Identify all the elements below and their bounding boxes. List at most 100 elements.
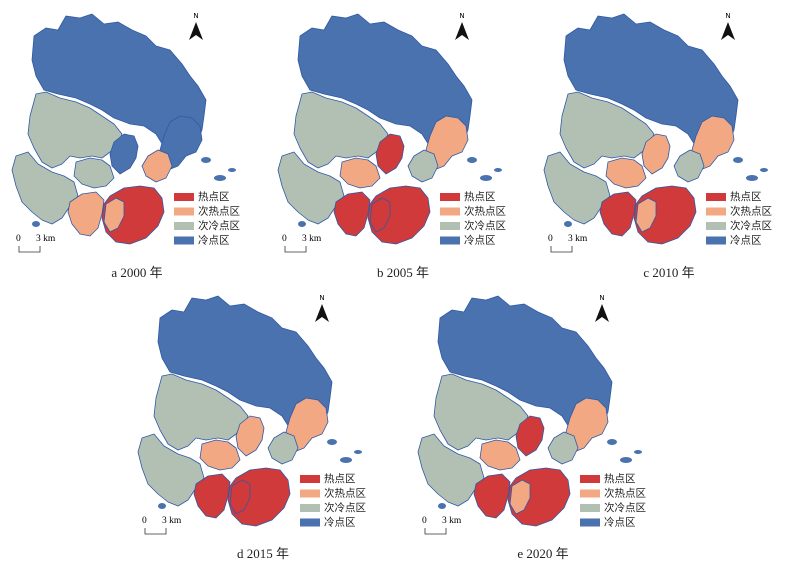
- islet-2: [494, 168, 502, 172]
- legend-label-1: 次热点区: [730, 205, 772, 218]
- legend-swatch-1: [580, 489, 600, 498]
- map-panel-2000: N 0 3 km 热点区 次热点区 次冷点区 冷点区: [6, 6, 268, 284]
- legend-label-1: 次热点区: [198, 205, 240, 218]
- district-centre: [199, 439, 241, 471]
- district-island-west: [509, 479, 531, 515]
- scale-end: 3 km: [568, 234, 588, 244]
- caption-2005: b 2005 年: [376, 265, 429, 280]
- legend-label-3: 冷点区: [730, 234, 762, 247]
- legend-swatch-3: [300, 518, 320, 527]
- islet-0: [201, 157, 211, 163]
- district-nw: [433, 373, 529, 451]
- islet-2: [228, 168, 236, 172]
- district-sw: [137, 433, 205, 507]
- islet-1: [620, 457, 632, 463]
- legend-swatch-0: [706, 193, 726, 201]
- scale-bar: 0 3 km: [142, 516, 182, 535]
- scale-end: 3 km: [442, 516, 462, 526]
- islet-2: [354, 450, 362, 454]
- islet-3: [438, 503, 446, 509]
- district-south: [333, 191, 371, 237]
- legend-label-1: 次热点区: [604, 487, 646, 500]
- legend-swatch-3: [706, 236, 726, 245]
- scale-start: 0: [16, 234, 21, 244]
- map-panel-2010: N 0 3 km 热点区 次热点区 次冷点区 冷点区: [538, 6, 800, 284]
- north-arrow-icon: N: [189, 12, 203, 40]
- caption-2000: a 2000 年: [111, 265, 163, 280]
- caption-2015: d 2015 年: [236, 546, 289, 561]
- scale-end: 3 km: [36, 234, 56, 244]
- district-south: [67, 191, 105, 237]
- legend-label-0: 热点区: [604, 472, 636, 485]
- district-sw: [543, 151, 611, 225]
- district-south: [599, 191, 637, 237]
- legend-label-3: 冷点区: [604, 516, 636, 529]
- scale-bar-line: [144, 528, 167, 535]
- north-arrow-shape: [721, 22, 735, 40]
- north-label: N: [193, 12, 198, 20]
- north-label: N: [319, 294, 324, 302]
- legend-label-3: 冷点区: [198, 234, 230, 247]
- north-arrow-shape: [315, 304, 329, 322]
- legend-swatch-1: [706, 207, 726, 216]
- legend-swatch-2: [706, 222, 726, 230]
- legend-label-2: 次冷点区: [464, 219, 506, 232]
- scale-bar: 0 3 km: [422, 516, 462, 535]
- district-bay: [515, 415, 545, 457]
- district-island-west: [635, 197, 657, 233]
- legend-label-0: 热点区: [324, 472, 356, 485]
- legend-swatch-2: [580, 504, 600, 512]
- legend-swatch-1: [174, 207, 194, 216]
- legend-swatch-3: [580, 518, 600, 527]
- district-east: [159, 115, 203, 171]
- legend-label-1: 次热点区: [324, 487, 366, 500]
- district-bay: [641, 133, 671, 175]
- north-arrow-icon: N: [595, 294, 609, 322]
- district-island-west: [369, 197, 391, 233]
- legend-swatch-1: [300, 489, 320, 498]
- district-centre: [339, 157, 381, 189]
- legend-swatch-1: [440, 207, 460, 216]
- legend-swatch-2: [174, 222, 194, 230]
- islet-3: [32, 221, 40, 227]
- district-centre-east: [407, 149, 439, 183]
- islet-1: [480, 175, 492, 181]
- district-east: [285, 397, 329, 453]
- district-centre-east: [673, 149, 705, 183]
- district-sw: [417, 433, 485, 507]
- north-label: N: [459, 12, 464, 20]
- legend-swatch-2: [300, 504, 320, 512]
- district-south: [473, 473, 511, 519]
- legend-label-0: 热点区: [730, 190, 762, 203]
- legend-swatch-0: [440, 193, 460, 201]
- scale-bar: 0 3 km: [282, 234, 322, 253]
- islet-2: [760, 168, 768, 172]
- legend-swatch-0: [300, 475, 320, 483]
- map-panel-2020: N 0 3 km 热点区 次热点区 次冷点区 冷点区: [412, 288, 674, 566]
- district-nw: [153, 373, 249, 451]
- district-centre-east: [141, 149, 173, 183]
- north-label: N: [725, 12, 730, 20]
- legend-label-3: 冷点区: [464, 234, 496, 247]
- north-label: N: [599, 294, 604, 302]
- district-nw: [27, 91, 123, 169]
- scale-end: 3 km: [302, 234, 322, 244]
- district-cold-main: [297, 13, 473, 157]
- district-cold-main: [31, 13, 207, 157]
- map-panel-2015: N 0 3 km 热点区 次热点区 次冷点区 冷点区: [132, 288, 394, 566]
- legend-swatch-0: [580, 475, 600, 483]
- scale-start: 0: [282, 234, 287, 244]
- district-east: [425, 115, 469, 171]
- islet-1: [214, 175, 226, 181]
- islet-0: [733, 157, 743, 163]
- north-arrow-shape: [455, 22, 469, 40]
- north-arrow-shape: [189, 22, 203, 40]
- district-bay: [375, 133, 405, 175]
- north-arrow-icon: N: [315, 294, 329, 322]
- district-island-west: [229, 479, 251, 515]
- legend-swatch-3: [440, 236, 460, 245]
